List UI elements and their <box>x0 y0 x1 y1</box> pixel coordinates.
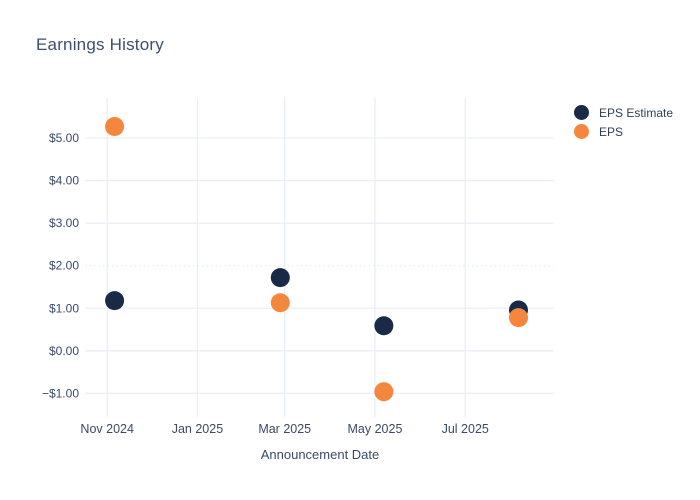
eps-marker-icon <box>574 124 589 139</box>
y-tick-label: $5.00 <box>49 131 79 145</box>
y-tick-label: −$1.00 <box>42 386 79 400</box>
x-tick-label: Nov 2024 <box>80 422 134 436</box>
x-tick-label: Jan 2025 <box>172 422 223 436</box>
y-tick-label: $4.00 <box>49 174 79 188</box>
legend-item-eps-estimate[interactable]: EPS Estimate <box>574 104 673 121</box>
eps-point[interactable] <box>374 382 394 402</box>
x-tick-label: Jul 2025 <box>442 422 489 436</box>
eps-point[interactable] <box>270 293 290 313</box>
x-tick-label: May 2025 <box>348 422 403 436</box>
legend-item-eps[interactable]: EPS <box>574 123 673 140</box>
legend: EPS Estimate EPS <box>574 104 673 140</box>
eps-point[interactable] <box>105 117 125 137</box>
legend-label: EPS Estimate <box>599 105 674 120</box>
eps-estimate-point[interactable] <box>374 316 394 336</box>
y-tick-label: $2.00 <box>49 259 79 273</box>
x-axis-title: Announcement Date <box>260 447 380 462</box>
chart-title: Earnings History <box>36 35 164 54</box>
eps-estimate-point[interactable] <box>105 291 125 311</box>
x-tick-label: Mar 2025 <box>258 422 311 436</box>
y-tick-label: $1.00 <box>49 301 79 315</box>
y-tick-label: $0.00 <box>49 344 79 358</box>
eps-point[interactable] <box>508 308 528 328</box>
y-tick-label: $3.00 <box>49 216 79 230</box>
eps-estimate-marker-icon <box>574 105 589 120</box>
eps-estimate-point[interactable] <box>270 268 290 288</box>
legend-label: EPS <box>599 124 624 139</box>
